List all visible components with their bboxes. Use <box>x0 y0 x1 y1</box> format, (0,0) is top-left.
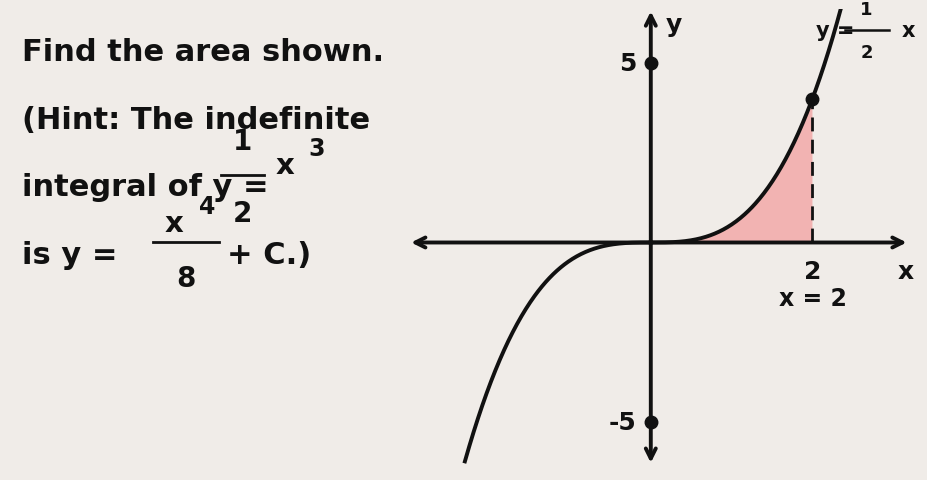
Text: 8: 8 <box>176 264 196 292</box>
Polygon shape <box>650 99 811 243</box>
Text: (Hint: The indefinite: (Hint: The indefinite <box>22 106 370 134</box>
Text: x = 2: x = 2 <box>778 286 845 310</box>
Text: 2: 2 <box>859 44 872 61</box>
Text: y: y <box>665 13 680 37</box>
Text: 1: 1 <box>233 128 252 156</box>
Text: x: x <box>900 21 914 41</box>
Text: 4: 4 <box>198 194 215 218</box>
Text: x: x <box>896 259 912 283</box>
Text: 2: 2 <box>233 199 252 227</box>
Text: 2: 2 <box>803 259 820 283</box>
Text: + C.): + C.) <box>227 240 311 269</box>
Text: 3: 3 <box>308 137 324 161</box>
Text: x: x <box>275 152 294 180</box>
Text: -5: -5 <box>608 410 636 434</box>
Text: y =: y = <box>816 21 861 41</box>
Text: 1: 1 <box>859 0 872 19</box>
Text: x: x <box>164 209 183 237</box>
Text: Find the area shown.: Find the area shown. <box>22 38 384 67</box>
Text: integral of y =: integral of y = <box>22 173 279 202</box>
Text: is y =: is y = <box>22 240 128 269</box>
Text: 5: 5 <box>618 51 636 75</box>
